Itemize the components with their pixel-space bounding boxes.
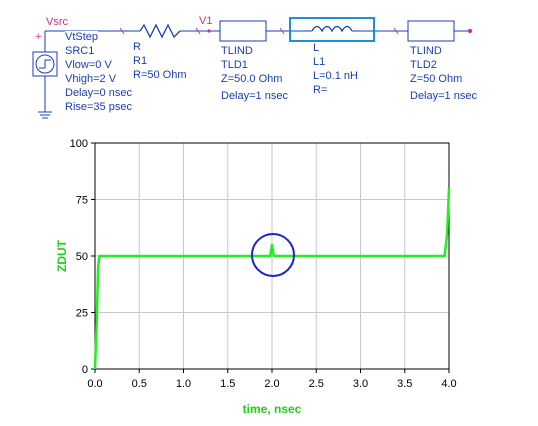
y-tick-label: 25 xyxy=(76,308,88,320)
ground-icon xyxy=(38,111,52,119)
tline2-type: TLIND xyxy=(410,45,442,57)
tline1-param-delay: Delay=1 nsec xyxy=(221,90,288,102)
x-tick-label: 3.0 xyxy=(353,378,368,390)
x-tick-label: 1.0 xyxy=(176,378,191,390)
tline2-param-z: Z=50 Ohm xyxy=(410,73,463,85)
source-param-vlow: Vlow=0 V xyxy=(65,59,112,71)
tline1-param-z: Z=50.0 Ohm xyxy=(221,73,283,85)
tline1-symbol[interactable] xyxy=(219,20,267,42)
source-type: VtStep xyxy=(65,31,99,43)
tline1-type: TLIND xyxy=(221,45,253,57)
plot-frame xyxy=(94,142,450,370)
tline2-param-delay: Delay=1 nsec xyxy=(410,90,477,102)
y-tick-labels: 0 25 50 75 100 xyxy=(70,138,88,376)
source-param-vhigh: Vhigh=2 V xyxy=(65,73,117,85)
step-waveform-icon xyxy=(39,59,51,69)
source-param-delay: Delay=0 nsec xyxy=(65,87,132,99)
annotation-circle xyxy=(251,233,295,277)
x-tick-label: 1.5 xyxy=(220,378,235,390)
inductor-coil-icon xyxy=(311,25,353,33)
y-axis-label: ZDUT xyxy=(55,239,69,272)
x-tick-labels: 0.0 0.5 1.0 1.5 2.0 2.5 3.0 3.5 4.0 xyxy=(87,378,456,390)
inductor-type: L xyxy=(313,42,320,54)
resistor-symbol[interactable] xyxy=(139,23,181,39)
pin-marks xyxy=(119,27,399,35)
inductor-param-l: L=0.1 nH xyxy=(313,70,358,82)
plus-icon: + xyxy=(35,31,41,43)
y-tick-label: 75 xyxy=(76,195,88,207)
inductor-param-r: R= xyxy=(313,84,328,96)
chart-grid xyxy=(91,142,450,373)
node-v1-marker xyxy=(207,29,211,33)
resistor-type: R xyxy=(133,41,141,53)
x-tick-label: 2.0 xyxy=(264,378,279,390)
inductor-name: L1 xyxy=(313,56,326,68)
source-param-rise: Rise=35 psec xyxy=(65,101,132,113)
x-tick-label: 0.5 xyxy=(132,378,147,390)
resistor-name: R1 xyxy=(133,55,148,67)
x-tick-label: 0.0 xyxy=(87,378,102,390)
tline1-name: TLD1 xyxy=(221,59,248,71)
x-axis-label: time, nsec xyxy=(243,402,302,416)
y-tick-label: 100 xyxy=(70,138,88,150)
x-tick-label: 2.5 xyxy=(309,378,324,390)
tline2-name: TLD2 xyxy=(410,59,437,71)
y-tick-label: 0 xyxy=(82,364,88,376)
x-tick-label: 3.5 xyxy=(397,378,412,390)
node-v1-label: V1 xyxy=(199,15,213,27)
source-name: SRC1 xyxy=(65,45,95,57)
step-source-circle xyxy=(35,54,55,74)
terminal-icon xyxy=(467,28,473,34)
tline2-symbol[interactable] xyxy=(407,20,455,42)
y-tick-label: 50 xyxy=(76,251,88,263)
x-tick-label: 4.0 xyxy=(441,378,456,390)
series-line xyxy=(93,188,451,370)
schematic-drawing: + xyxy=(32,17,473,119)
source-node-label: Vsrc xyxy=(46,16,68,28)
resistor-param: R=50 Ohm xyxy=(133,69,187,81)
